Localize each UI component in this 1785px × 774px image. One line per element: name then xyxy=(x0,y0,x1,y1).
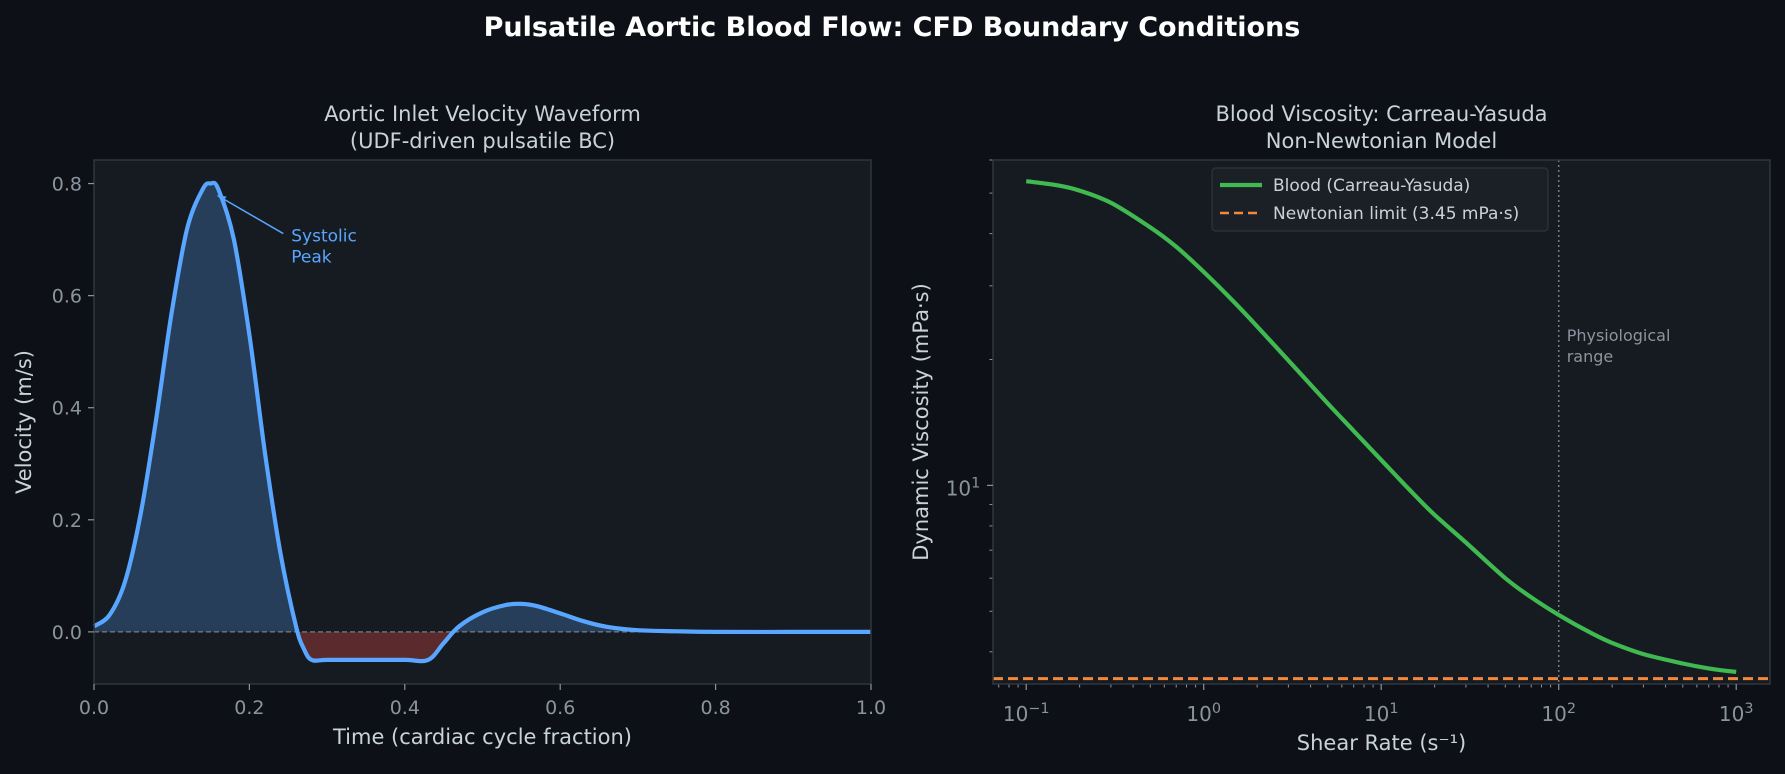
x-tick-label: 10−1 xyxy=(1003,701,1050,726)
x-tick-label: 103 xyxy=(1719,701,1754,726)
legend-label-newtonian: Newtonian limit (3.45 mPa·s) xyxy=(1273,204,1519,224)
velocity-waveform-chart: 0.0 0.2 0.4 0.6 0.8 1.0 0.0 0.2 0.4 0.6 0.8 Aortic … xyxy=(12,102,886,749)
y-tick-label: 0.8 xyxy=(52,174,82,196)
figure-suptitle: Pulsatile Aortic Blood Flow: CFD Boundar… xyxy=(484,12,1301,43)
physiological-range-label: Physiological range xyxy=(1567,326,1671,366)
x-tick-label: 0.8 xyxy=(700,697,730,719)
x-tick-label: 100 xyxy=(1186,701,1221,726)
legend-label-blood: Blood (Carreau-Yasuda) xyxy=(1273,176,1470,196)
x-tick-label: 102 xyxy=(1541,701,1576,726)
chart-title: Aortic Inlet Velocity Waveform (UDF-drive… xyxy=(324,102,641,153)
plot-area xyxy=(993,160,1770,684)
annotation-arrowhead xyxy=(217,195,227,203)
x-tick-label: 0.2 xyxy=(234,697,264,719)
y-tick-label: 0.2 xyxy=(52,510,82,532)
plot-area xyxy=(94,160,871,684)
x-axis-label: Shear Rate (s⁻¹) xyxy=(1297,731,1466,755)
blood-viscosity-line xyxy=(1025,179,1737,674)
y-tick-label: 101 xyxy=(946,475,981,500)
y-axis-label: Dynamic Viscosity (mPa·s) xyxy=(909,283,933,561)
y-tick-label: 0.6 xyxy=(52,286,82,308)
x-tick-label: 0.6 xyxy=(545,697,575,719)
x-tick-label: 101 xyxy=(1364,701,1399,726)
chart-title: Blood Viscosity: Carreau-Yasuda Non-Newto… xyxy=(1215,102,1547,153)
reverse-flow-fill xyxy=(297,631,871,660)
legend-box xyxy=(1211,167,1549,232)
y-tick-label: 0.4 xyxy=(52,398,82,420)
viscosity-chart: Physiological range 10−1 100 101 102 103 101 Blo… xyxy=(909,102,1771,755)
annotation-arrow xyxy=(217,194,284,235)
positive-flow-fill xyxy=(94,183,871,632)
x-tick-label: 1.0 xyxy=(856,697,886,719)
x-tick-label: 0.0 xyxy=(79,697,109,719)
velocity-line xyxy=(92,180,871,664)
plot-frame xyxy=(93,159,872,685)
x-tick-label: 0.4 xyxy=(390,697,420,719)
legend: Blood (Carreau-Yasuda) Newtonian limit (3… xyxy=(1211,167,1549,232)
x-axis-label: Time (cardiac cycle fraction) xyxy=(332,725,632,749)
systolic-peak-annotation: Systolic Peak xyxy=(291,227,357,268)
y-tick-label: 0.0 xyxy=(52,622,82,644)
y-axis-label: Velocity (m/s) xyxy=(12,350,36,494)
